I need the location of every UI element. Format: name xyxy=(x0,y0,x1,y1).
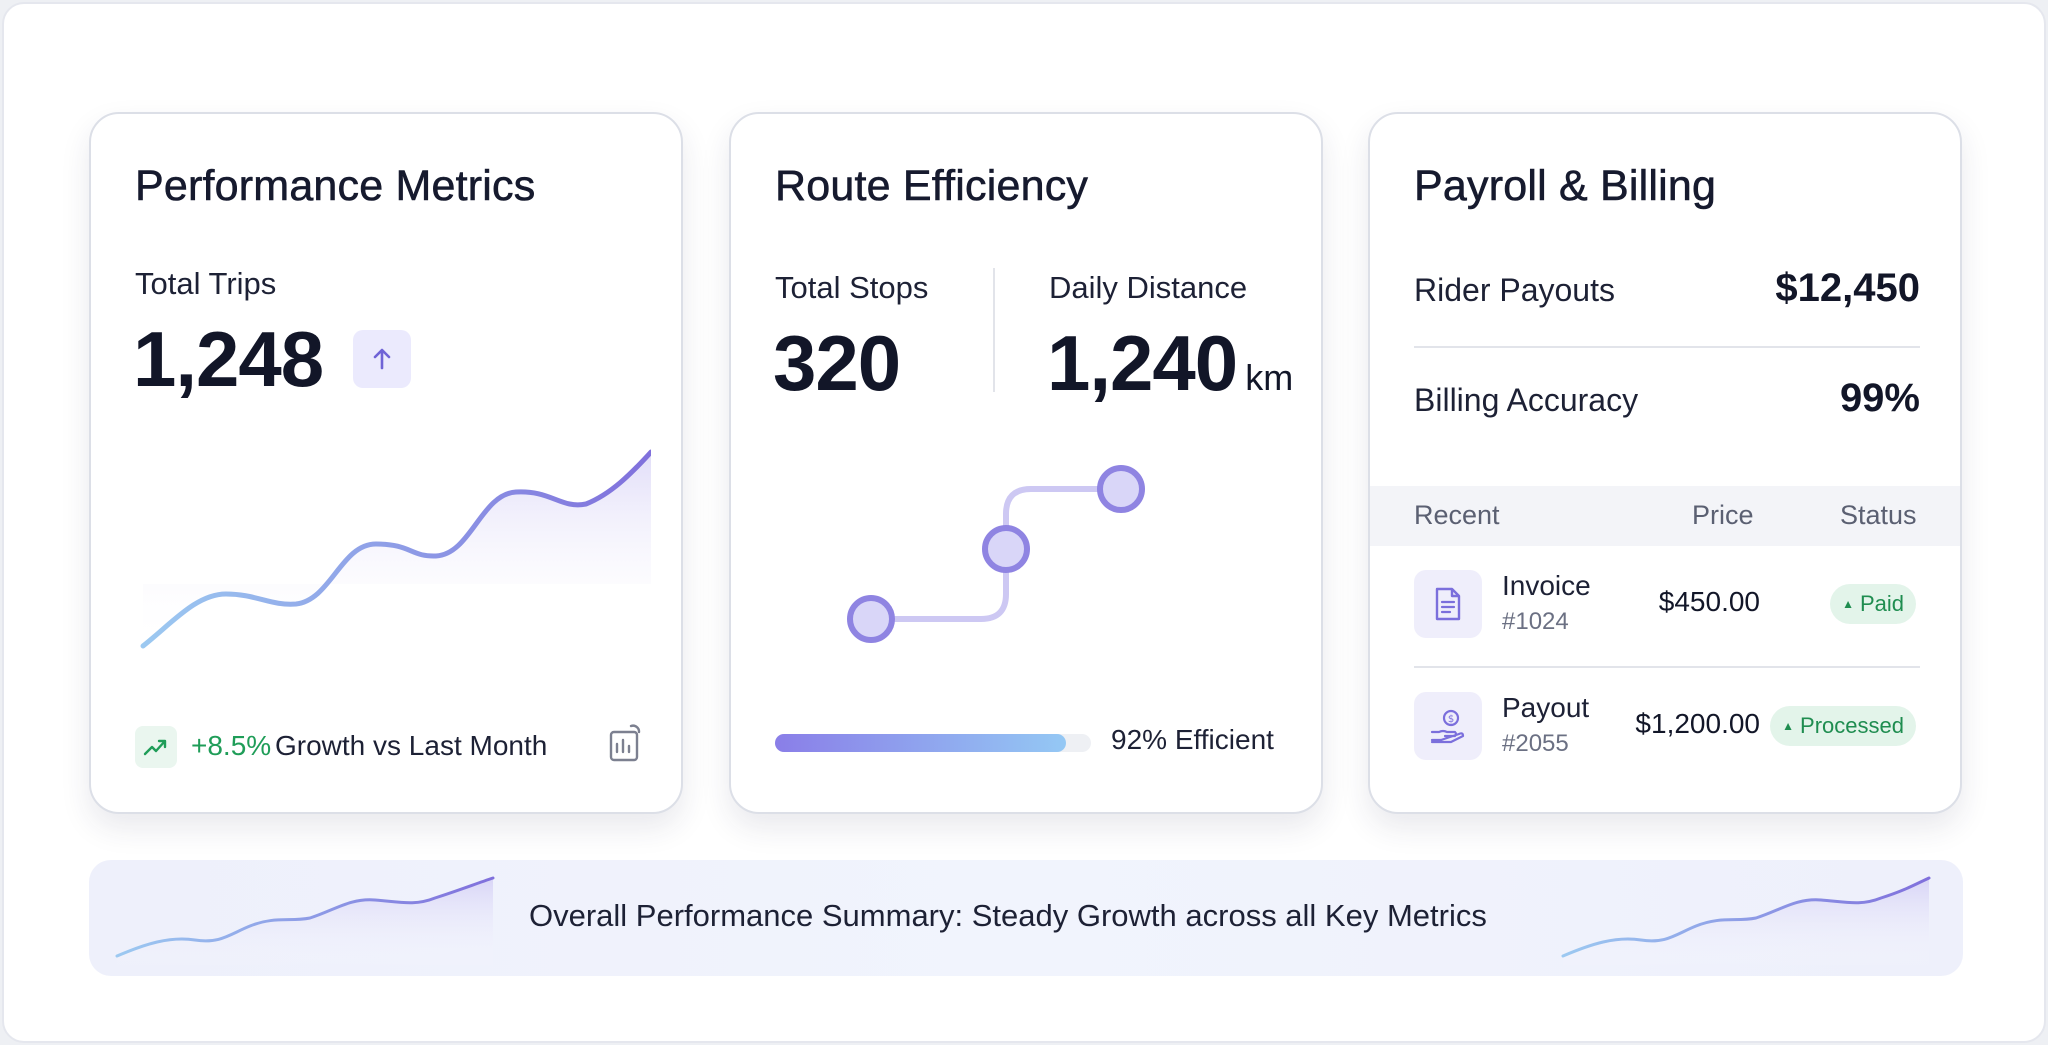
performance-summary-banner: Overall Performance Summary: Steady Grow… xyxy=(89,860,1963,976)
document-icon xyxy=(1435,587,1461,621)
trips-trend-line xyxy=(140,449,651,649)
invoice-icon-box xyxy=(1414,570,1482,638)
billing-accuracy-value: 99% xyxy=(1839,376,1920,420)
column-header-recent: Recent xyxy=(1414,500,1500,530)
trips-trend-chart xyxy=(140,449,651,649)
svg-text:$: $ xyxy=(1448,714,1454,725)
summary-text: Overall Performance Summary: Steady Grow… xyxy=(529,898,1487,933)
trend-up-badge xyxy=(353,330,411,388)
distance-unit: km xyxy=(1245,357,1294,398)
performance-card-title: Performance Metrics xyxy=(135,162,536,211)
status-text: Paid xyxy=(1859,591,1904,616)
payroll-billing-card: Payroll & Billing Rider Payouts $12,450 … xyxy=(1368,112,1962,814)
total-trips-value: 1,248 xyxy=(133,315,324,403)
summary-wave-left xyxy=(115,876,495,970)
rider-payouts-label: Rider Payouts xyxy=(1414,272,1615,308)
row-name: Payout xyxy=(1502,692,1590,723)
status-triangle-icon: ▲ xyxy=(1782,719,1795,733)
route-card-title: Route Efficiency xyxy=(775,162,1089,211)
row-name: Invoice xyxy=(1502,570,1591,601)
daily-distance-number: 1,240 xyxy=(1047,319,1238,407)
rider-payouts-row: Rider Payouts $12,450 xyxy=(1414,262,1920,322)
row-id: #1024 xyxy=(1502,608,1569,635)
table-row[interactable]: $ Payout #2055 $1,200.00 ▲ Processed xyxy=(1370,668,1960,788)
report-icon[interactable] xyxy=(607,724,643,764)
column-header-price: Price xyxy=(1692,500,1754,530)
rider-payouts-value: $12,450 xyxy=(1775,266,1920,310)
total-trips-label: Total Trips xyxy=(135,266,277,301)
efficiency-label: 92% Efficient xyxy=(1111,724,1274,755)
route-stop-end xyxy=(1097,465,1145,513)
efficiency-progress-track xyxy=(775,734,1091,752)
payroll-card-title: Payroll & Billing xyxy=(1414,162,1717,211)
route-stop-middle xyxy=(982,525,1030,573)
column-header-status: Status xyxy=(1840,500,1917,530)
row-price: $1,200.00 xyxy=(1635,708,1760,739)
daily-distance-label: Daily Distance xyxy=(1049,270,1248,305)
status-triangle-icon: ▲ xyxy=(1842,597,1854,611)
route-path-diagram xyxy=(847,465,1145,643)
total-stops-value: 320 xyxy=(773,319,901,407)
payroll-divider xyxy=(1414,346,1920,348)
table-row-divider xyxy=(1414,666,1920,668)
route-efficiency-card: Route Efficiency Total Stops 320 Daily D… xyxy=(729,112,1323,814)
trending-up-icon xyxy=(143,739,167,756)
efficiency-progress-fill xyxy=(775,734,1066,752)
route-stop-start xyxy=(847,595,895,643)
row-id: #2055 xyxy=(1502,730,1569,757)
billing-accuracy-label: Billing Accuracy xyxy=(1414,382,1639,418)
hand-coin-icon: $ xyxy=(1430,709,1465,744)
trips-trend-area xyxy=(143,452,651,646)
daily-distance-value: 1,240 km xyxy=(1047,318,1293,409)
route-stats-divider xyxy=(993,268,995,392)
row-price: $450.00 xyxy=(1658,586,1760,617)
summary-wave-right xyxy=(1561,876,1931,970)
status-text: Processed xyxy=(1800,713,1904,738)
performance-metrics-card: Performance Metrics Total Trips 1,248 xyxy=(89,112,683,814)
recent-table-header: Recent Price Status xyxy=(1370,486,1960,546)
growth-icon-box xyxy=(135,726,177,768)
status-badge: ▲ Paid xyxy=(1830,584,1916,624)
total-stops-label: Total Stops xyxy=(775,270,929,305)
growth-description: Growth vs Last Month xyxy=(275,730,548,761)
table-row[interactable]: Invoice #1024 $450.00 ▲ Paid xyxy=(1370,546,1960,666)
arrow-up-icon xyxy=(373,348,391,370)
status-badge: ▲ Processed xyxy=(1770,706,1916,746)
growth-summary-row: +8.5% Growth vs Last Month xyxy=(135,724,645,768)
growth-percentage: +8.5% xyxy=(191,730,272,761)
payout-icon-box: $ xyxy=(1414,692,1482,760)
billing-accuracy-row: Billing Accuracy 99% xyxy=(1414,372,1920,432)
